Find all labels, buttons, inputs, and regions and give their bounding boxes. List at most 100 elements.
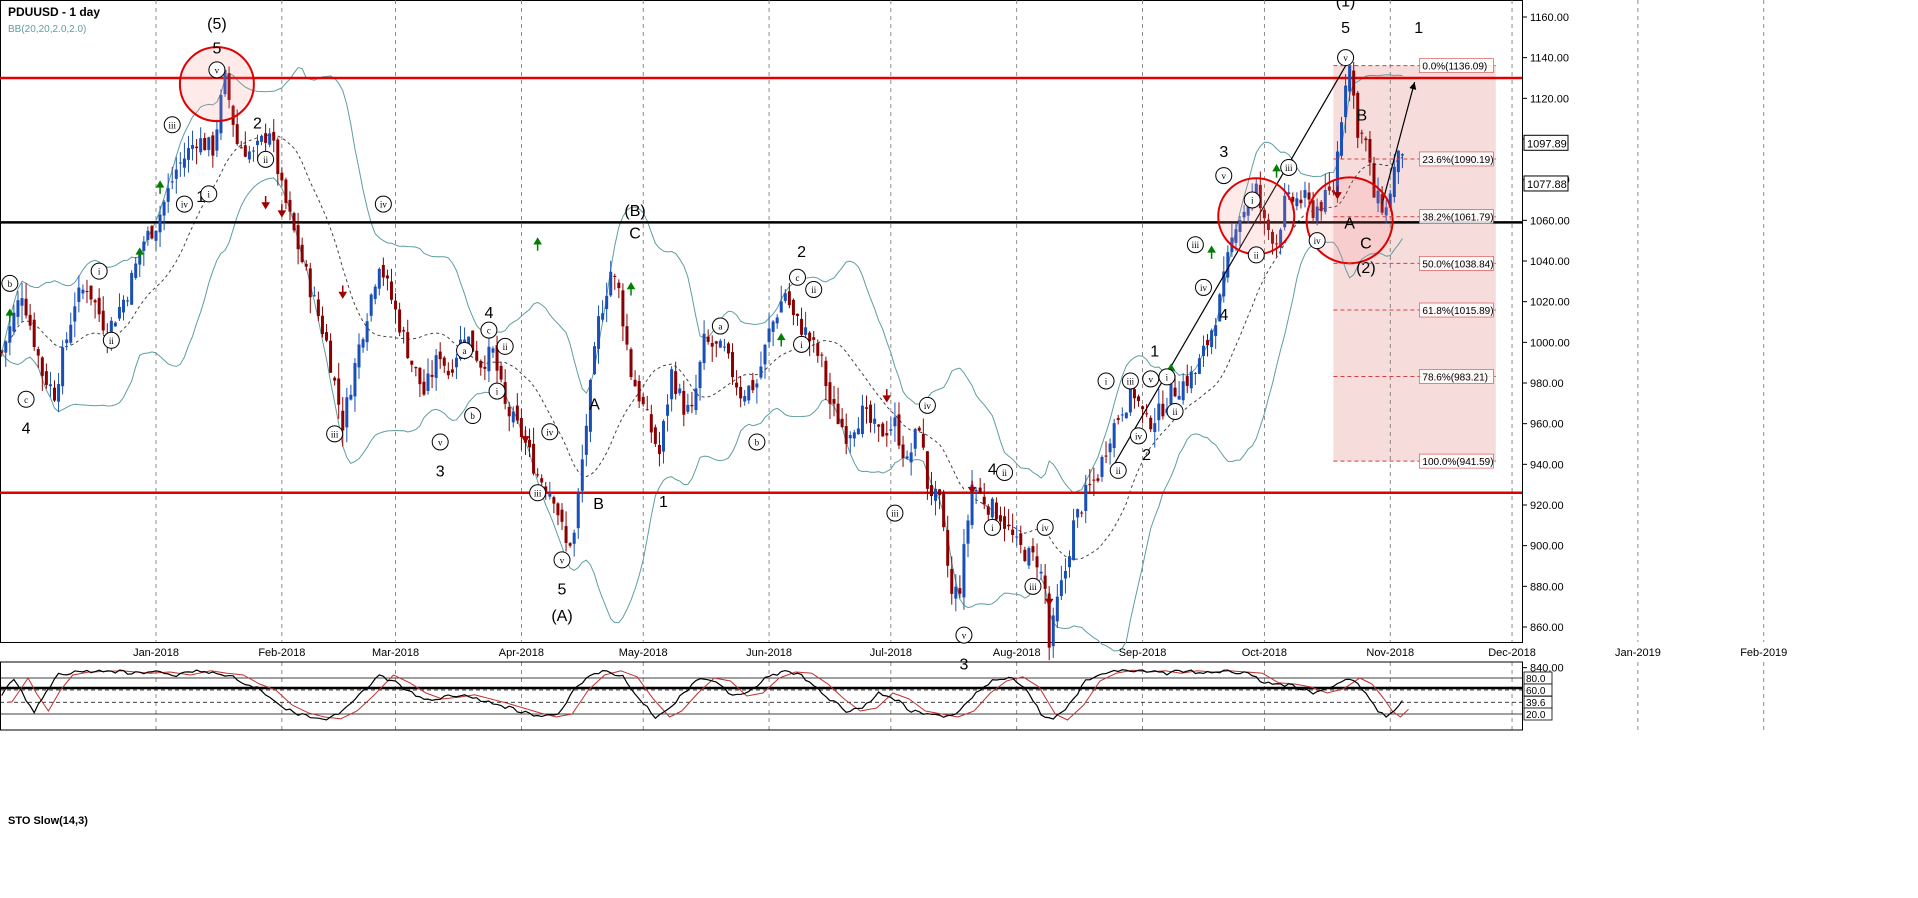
candle-body xyxy=(1072,520,1076,561)
candle-body xyxy=(990,498,994,518)
candle-body xyxy=(800,318,804,335)
candle-body xyxy=(934,488,938,501)
candle-body xyxy=(28,314,32,326)
candle-body xyxy=(528,439,532,448)
candle-body xyxy=(1392,166,1396,197)
candle-body xyxy=(580,459,584,491)
stochastic-label: STO Slow(14,3) xyxy=(8,815,88,827)
candle-body xyxy=(629,349,633,378)
candle-body xyxy=(1400,154,1404,156)
wave-label-circle xyxy=(541,423,559,441)
candle-body xyxy=(860,405,864,435)
candle-body xyxy=(548,492,552,497)
candle-body xyxy=(682,390,686,415)
wave-label: ii xyxy=(109,336,115,346)
candle-body xyxy=(1063,570,1067,579)
sell-arrow xyxy=(967,480,977,495)
fib-label-box xyxy=(1419,453,1494,469)
wave-label: v xyxy=(1148,374,1153,384)
highlight-circle xyxy=(1217,177,1296,256)
candle-body xyxy=(1352,70,1356,96)
wave-label: iii xyxy=(1029,582,1037,592)
candle-body xyxy=(1307,192,1311,200)
candle-body xyxy=(1185,376,1189,386)
candle-body xyxy=(1076,509,1080,518)
buy-arrow xyxy=(1207,245,1216,259)
candle-body xyxy=(1141,406,1145,410)
wave-label: iii xyxy=(1192,240,1200,250)
x-tick-label: Jul-2018 xyxy=(870,647,912,659)
candle-body xyxy=(897,414,901,446)
candle-body xyxy=(40,357,44,376)
wave-label-circle xyxy=(529,484,547,502)
wave-label-circle xyxy=(955,626,973,644)
candle-body xyxy=(1096,478,1100,481)
wave-label-circle xyxy=(456,341,474,359)
candle-body xyxy=(958,588,962,594)
candle-body xyxy=(126,300,130,302)
candle-body xyxy=(1108,443,1112,453)
wave-label: 1 xyxy=(196,189,205,206)
candle-body xyxy=(1043,575,1047,589)
bollinger-middle xyxy=(1,134,1403,560)
wave-label-circle xyxy=(1194,278,1212,296)
candle-body xyxy=(962,544,966,598)
candle-body xyxy=(609,271,613,296)
candle-body xyxy=(1023,549,1027,562)
x-tick-label: Sep-2018 xyxy=(1119,647,1167,659)
candle-body xyxy=(479,360,483,368)
candle-body xyxy=(938,489,942,496)
wave-label-circle xyxy=(983,518,1001,536)
trend-line xyxy=(1381,81,1417,205)
candle-body xyxy=(284,179,288,203)
candle-body xyxy=(710,342,714,347)
candle-body xyxy=(812,337,816,340)
candle-body xyxy=(65,339,69,344)
candle-body xyxy=(929,485,933,497)
wave-label: 4 xyxy=(22,421,31,438)
x-tick-label: Jun-2018 xyxy=(746,647,792,659)
wave-label: v xyxy=(215,65,220,75)
candle-body xyxy=(674,371,678,395)
wave-label-circle xyxy=(1036,518,1054,536)
candle-body xyxy=(950,568,954,594)
candle-body xyxy=(840,418,844,428)
candle-body xyxy=(300,244,304,263)
wave-label: i xyxy=(98,267,101,277)
candle-body xyxy=(373,286,377,299)
stochastic-level-box xyxy=(1523,707,1553,721)
wave-label: 1 xyxy=(1150,343,1159,360)
wave-label: 4 xyxy=(484,305,493,322)
candle-body xyxy=(1376,190,1380,204)
candle-body xyxy=(572,532,576,544)
candle-body xyxy=(893,417,897,427)
price-box-label: 1097.89 xyxy=(1527,138,1567,150)
candle-body xyxy=(1344,85,1348,118)
candle-body xyxy=(970,484,974,525)
candle-body xyxy=(1189,371,1193,389)
candle-body xyxy=(1116,418,1120,420)
candle-body xyxy=(450,369,454,373)
candle-body xyxy=(0,351,4,353)
candle-body xyxy=(260,135,264,142)
sell-arrow xyxy=(1333,185,1342,200)
candle-body xyxy=(329,340,333,373)
candle-body xyxy=(986,506,990,515)
candle-body xyxy=(1047,593,1051,648)
x-tick-label: Jan-2019 xyxy=(1615,647,1661,659)
y-tick-label: 860.00 xyxy=(1530,622,1564,634)
wave-label: 2 xyxy=(253,116,262,133)
highlight-circle xyxy=(178,46,255,123)
candle-body xyxy=(170,181,174,183)
candle-body xyxy=(406,332,410,359)
candle-body xyxy=(166,188,170,202)
candle-body xyxy=(1372,163,1376,198)
candle-body xyxy=(1279,229,1283,248)
candle-body xyxy=(1003,516,1007,529)
candle-body xyxy=(268,133,272,145)
candle-body xyxy=(925,451,929,489)
candle-body xyxy=(641,396,645,405)
y-tick-label: 900.00 xyxy=(1530,541,1564,553)
wave-label: C xyxy=(629,226,641,243)
wave-label-circle xyxy=(175,195,193,213)
